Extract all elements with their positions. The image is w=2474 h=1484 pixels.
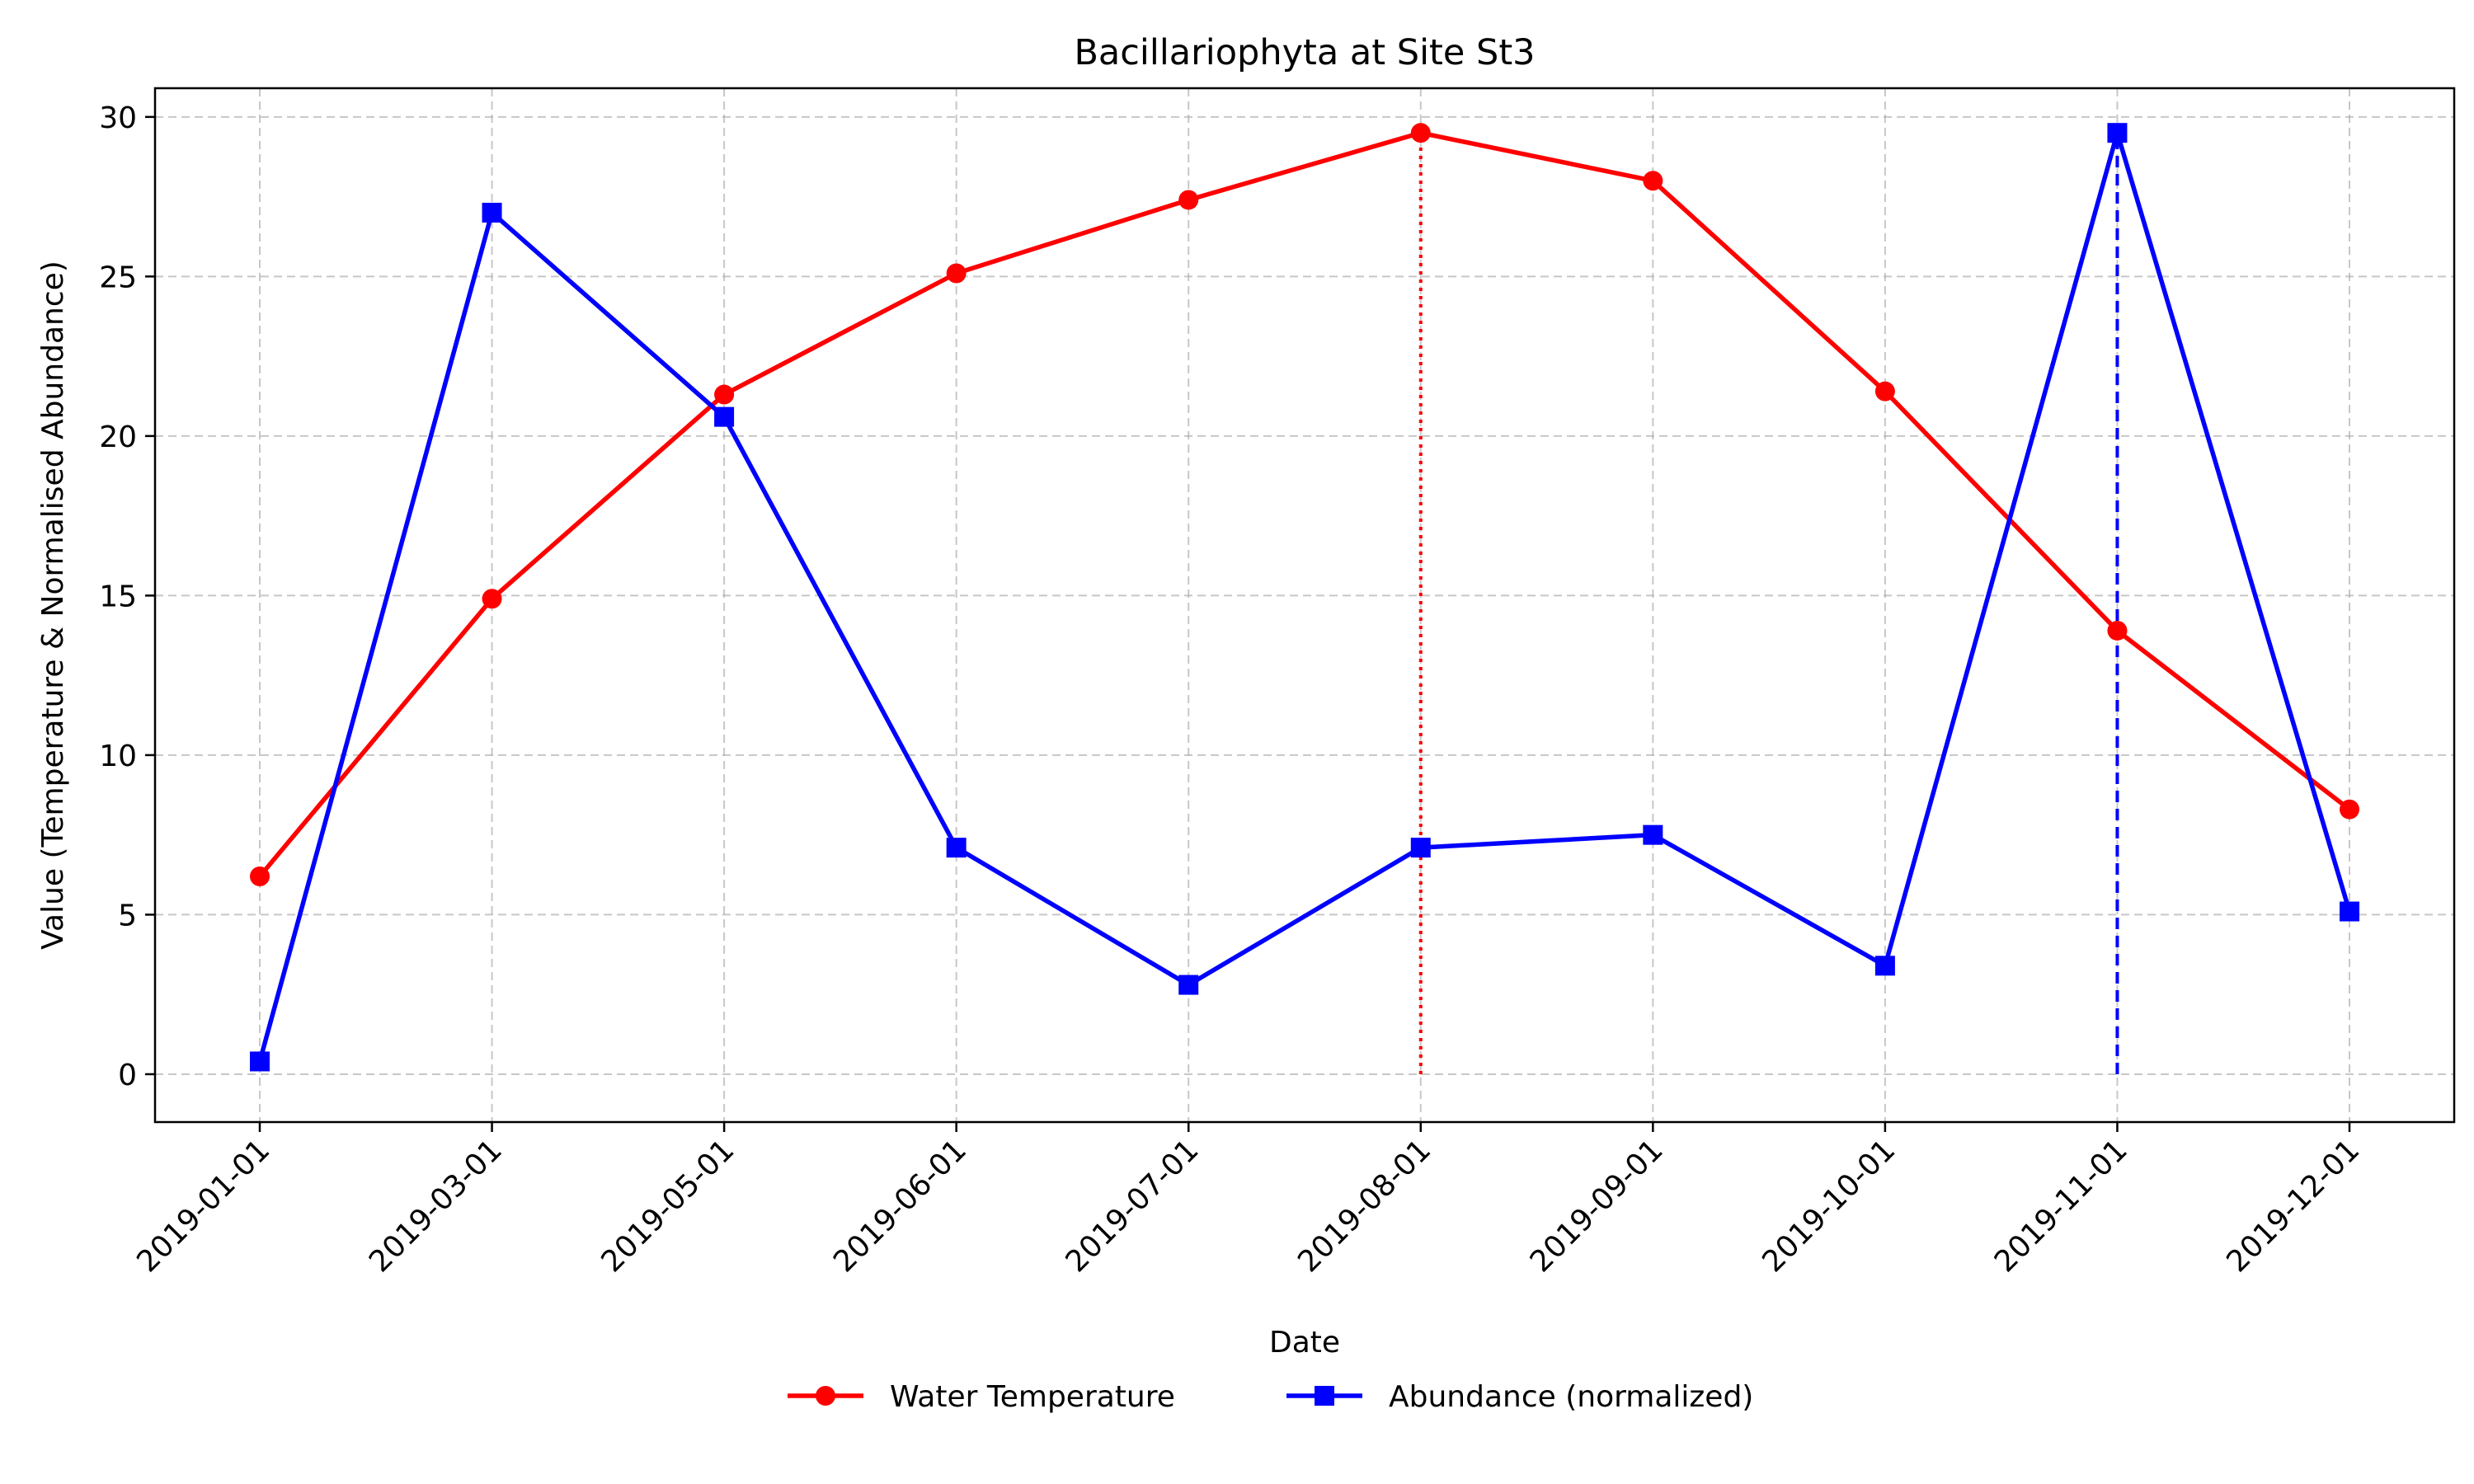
x-axis-label: Date (1269, 1326, 1340, 1360)
x-tick-label: 2019-08-01 (1291, 1133, 1437, 1279)
data-point (1874, 956, 1895, 976)
series-2 (250, 123, 2359, 1072)
x-tick-label: 2019-05-01 (595, 1133, 741, 1279)
data-point (482, 589, 502, 609)
data-point (1410, 123, 1431, 143)
series-line (257, 130, 2351, 878)
x-axis: 2019-01-01 2019-03-01 2019-05-01 2019-06-01… (130, 1122, 2366, 1279)
legend-marker (1315, 1386, 1334, 1406)
chart-title: Bacillariophyta at Site St3 (1074, 32, 1535, 73)
annotations (1418, 133, 2119, 1074)
data-point (1643, 171, 1663, 191)
y-tick-label: 15 (99, 580, 137, 613)
x-tick-label: 2019-11-01 (1988, 1133, 2134, 1279)
data-point (1178, 974, 1199, 995)
data-point (946, 263, 967, 284)
data-point (250, 866, 270, 886)
x-tick-label: 2019-09-01 (1524, 1133, 1670, 1279)
x-tick-label: 2019-06-01 (827, 1133, 973, 1279)
data-point (714, 406, 735, 427)
plot-frame (153, 87, 2456, 1124)
x-tick-label: 2019-10-01 (1756, 1133, 1902, 1279)
data-point (1643, 824, 1663, 845)
legend-label: Abundance (normalized) (1389, 1380, 1753, 1414)
x-tick-label: 2019-07-01 (1060, 1133, 1206, 1279)
x-tick-label: 2019-03-01 (363, 1133, 509, 1279)
data-point (2107, 123, 2128, 143)
series-line (257, 130, 2352, 1063)
data-point (482, 202, 502, 223)
series-1 (250, 123, 2359, 886)
y-tick-label: 30 (99, 101, 137, 135)
legend-item: Abundance (normalized) (1286, 1380, 1753, 1414)
legend-item: Water Temperature (788, 1380, 1175, 1414)
y-axis-label: Value (Temperature & Normalised Abundanc… (36, 261, 70, 950)
data-point (946, 838, 967, 858)
data-point (1410, 838, 1431, 858)
x-tick-label: 2019-01-01 (130, 1133, 276, 1279)
y-tick-label: 10 (99, 740, 137, 773)
y-tick-label: 0 (118, 1059, 137, 1092)
data-point (1178, 190, 1199, 210)
data-point (250, 1051, 270, 1072)
legend-marker (816, 1386, 835, 1406)
data-point (2340, 901, 2359, 922)
y-tick-label: 5 (118, 899, 137, 932)
legend-label: Water Temperature (890, 1380, 1175, 1414)
legend: Water Temperature Abundance (normalized) (788, 1380, 1753, 1414)
y-tick-label: 25 (99, 261, 137, 294)
grid (155, 88, 2454, 1122)
x-tick-label: 2019-12-01 (2220, 1133, 2366, 1279)
data-point (714, 384, 735, 405)
data-point (2107, 620, 2128, 641)
series-layer (250, 123, 2359, 1072)
y-axis: 0 5 10 15 20 25 30 (99, 101, 155, 1092)
data-point (1874, 381, 1895, 402)
y-tick-label: 20 (99, 420, 137, 454)
data-point (2340, 799, 2359, 819)
